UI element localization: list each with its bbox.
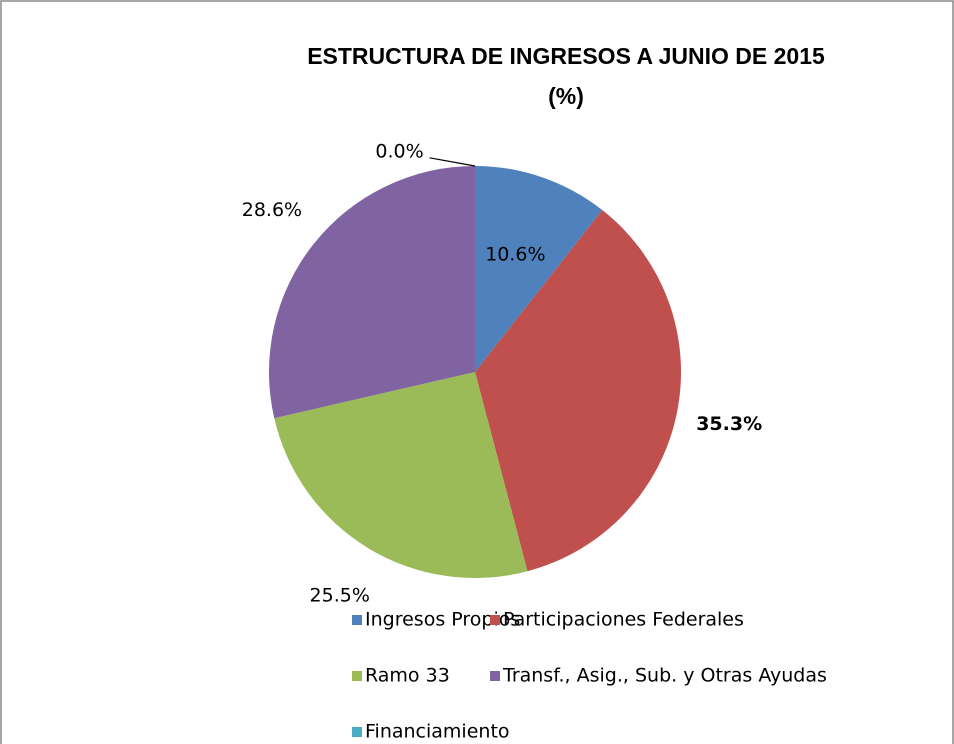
- legend-label: Transf., Asig., Sub. y Otras Ayudas: [502, 665, 827, 687]
- data-label: 35.3%: [696, 413, 762, 435]
- data-label: 10.6%: [485, 244, 545, 266]
- legend-swatch: [352, 727, 362, 737]
- data-label: 28.6%: [242, 199, 302, 221]
- legend-label: Ingresos Propios: [365, 609, 520, 631]
- legend-label: Participaciones Federales: [503, 609, 744, 631]
- legend-label: Ramo 33: [365, 665, 450, 687]
- data-label: 25.5%: [310, 584, 370, 606]
- chart-subtitle: (%): [548, 83, 584, 109]
- legend-swatch: [490, 671, 500, 681]
- chart-title: ESTRUCTURA DE INGRESOS A JUNIO DE 2015: [307, 43, 825, 69]
- legend-swatch: [352, 615, 362, 625]
- pie-slice: [475, 166, 603, 372]
- legend-label: Financiamiento: [365, 721, 510, 743]
- legend-swatch: [490, 615, 500, 625]
- data-label: 0.0%: [375, 140, 423, 162]
- leader-line: [429, 157, 476, 167]
- pie-slice: [268, 166, 475, 419]
- pie-slice: [274, 372, 528, 578]
- pie-slice: [475, 210, 681, 572]
- legend-swatch: [352, 671, 362, 681]
